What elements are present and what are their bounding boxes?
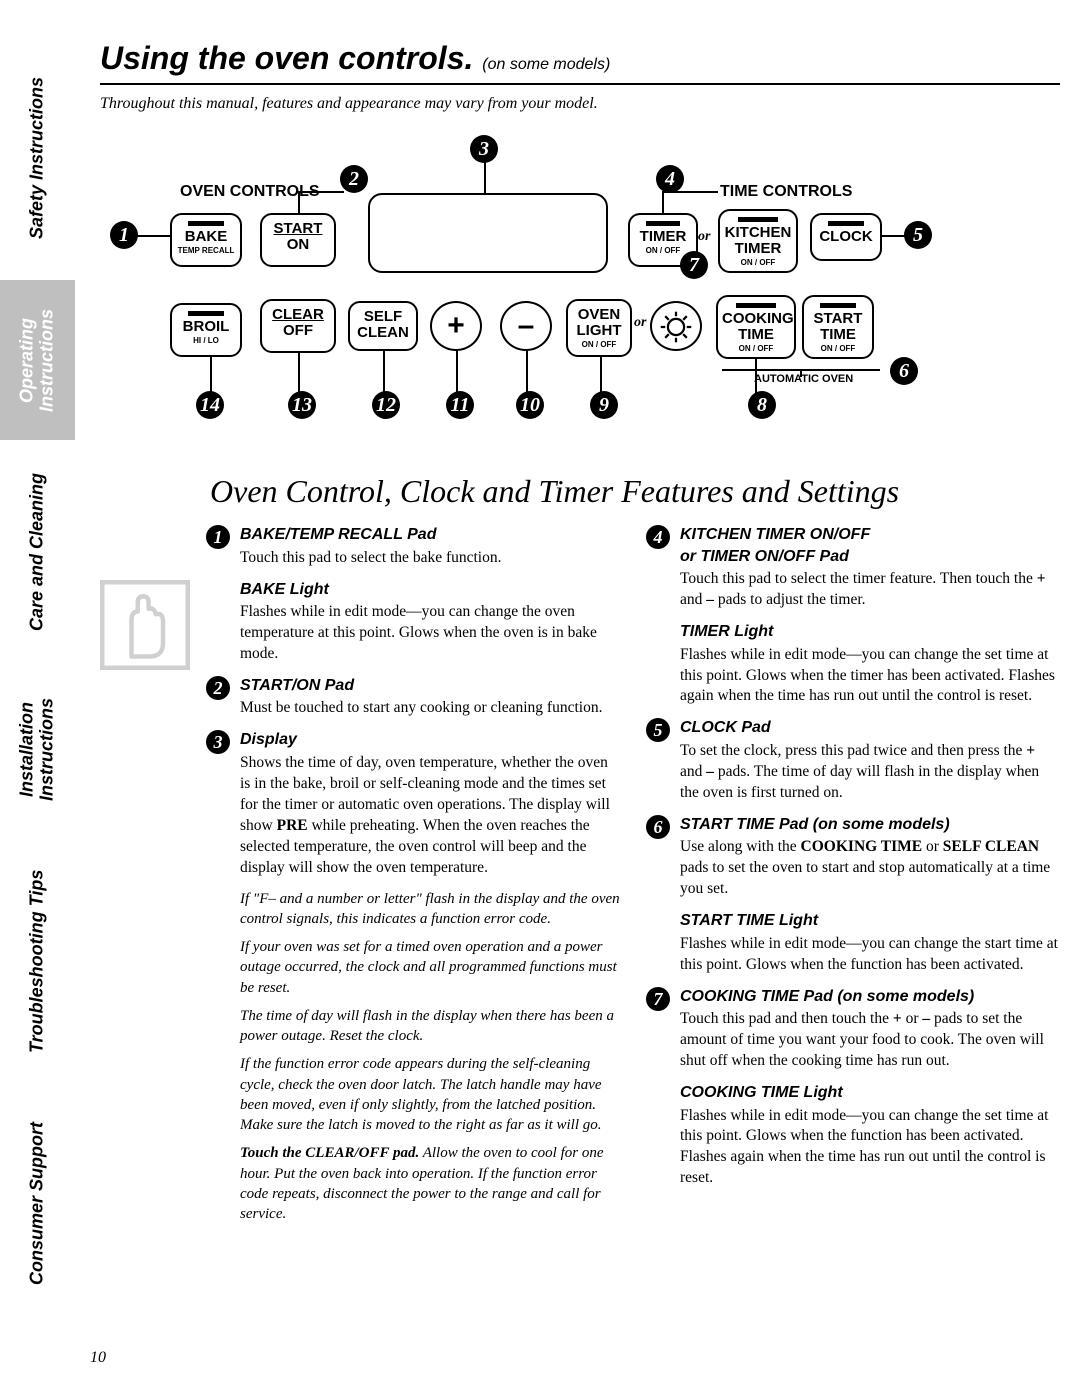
oven-light-button: OVENLIGHTON / OFF bbox=[566, 299, 632, 357]
time-controls-label: TIME CONTROLS bbox=[720, 183, 852, 201]
callout-4: 4 bbox=[656, 165, 684, 193]
sidebar-tabs: Safety InstructionsOperating Instruction… bbox=[0, 0, 75, 1397]
sidebar-tab: Consumer Support bbox=[0, 1088, 75, 1318]
callout-7: 7 bbox=[680, 251, 708, 279]
cooking-time-button: COOKINGTIMEON / OFF bbox=[716, 295, 796, 359]
feature-item: 3DisplayShows the time of day, oven temp… bbox=[210, 729, 620, 878]
feature-item: 6START TIME Pad (on some models)Use alon… bbox=[650, 814, 1060, 900]
display-screen bbox=[368, 193, 608, 273]
start-time-button: STARTTIMEON / OFF bbox=[802, 295, 874, 359]
callout-12: 12 bbox=[372, 391, 400, 419]
plus-button: + bbox=[430, 301, 482, 351]
sidebar-tab: Safety Instructions bbox=[0, 38, 75, 278]
callout-6: 6 bbox=[890, 357, 918, 385]
page-number: 10 bbox=[90, 1349, 106, 1367]
sidebar-tab: Care and Cleaning bbox=[0, 442, 75, 662]
callout-5: 5 bbox=[904, 221, 932, 249]
callout-8: 8 bbox=[748, 391, 776, 419]
start-on-button: STARTON bbox=[260, 213, 336, 267]
section-heading: Oven Control, Clock and Timer Features a… bbox=[210, 473, 1060, 510]
broil-button: BROILHI / LO bbox=[170, 303, 242, 357]
feature-item: BAKE LightFlashes while in edit mode—you… bbox=[210, 579, 620, 665]
sidebar-tab: Troubleshooting Tips bbox=[0, 836, 75, 1086]
note-text: If "F– and a number or letter" flash in … bbox=[210, 889, 620, 930]
self-clean-button: SELFCLEAN bbox=[348, 301, 418, 351]
callout-13: 13 bbox=[288, 391, 316, 419]
note-text: If your oven was set for a timed oven op… bbox=[210, 937, 620, 998]
kitchen-timer-button: KITCHENTIMERON / OFF bbox=[718, 209, 798, 273]
feature-item: 2START/ON PadMust be touched to start an… bbox=[210, 675, 620, 720]
feature-item: COOKING TIME LightFlashes while in edit … bbox=[650, 1082, 1060, 1189]
feature-item: 7COOKING TIME Pad (on some models)Touch … bbox=[650, 986, 1060, 1072]
feature-item: 1BAKE/TEMP RECALL PadTouch this pad to s… bbox=[210, 524, 620, 569]
page-title: Using the oven controls. (on some models… bbox=[100, 40, 1060, 85]
feature-item: 5CLOCK PadTo set the clock, press this p… bbox=[650, 717, 1060, 803]
or-label-1: or bbox=[698, 229, 710, 245]
bake-button: BAKETEMP RECALL bbox=[170, 213, 242, 267]
feature-item: 4KITCHEN TIMER ON/OFFor TIMER ON/OFF Pad… bbox=[650, 524, 1060, 611]
clear-off-button: CLEAROFF bbox=[260, 299, 336, 353]
clock-button: CLOCK bbox=[810, 213, 882, 261]
hand-icon bbox=[100, 580, 190, 670]
callout-11: 11 bbox=[446, 391, 474, 419]
callout-2: 2 bbox=[340, 165, 368, 193]
note-text: Touch the CLEAR/OFF pad. Allow the oven … bbox=[210, 1143, 620, 1224]
or-label-2: or bbox=[634, 315, 646, 331]
light-icon-button bbox=[650, 301, 702, 351]
note-text: The time of day will flash in the displa… bbox=[210, 1006, 620, 1047]
title-sub: (on some models) bbox=[482, 56, 610, 73]
title-main: Using the oven controls. bbox=[100, 40, 473, 76]
callout-10: 10 bbox=[516, 391, 544, 419]
automatic-oven-label: AUTOMATIC OVEN bbox=[754, 373, 853, 385]
callout-9: 9 bbox=[590, 391, 618, 419]
note-text: If the function error code appears durin… bbox=[210, 1054, 620, 1135]
callout-14: 14 bbox=[196, 391, 224, 419]
control-diagram: OVEN CONTROLS TIME CONTROLS AUTOMATIC OV… bbox=[100, 133, 1030, 453]
left-column: 1BAKE/TEMP RECALL PadTouch this pad to s… bbox=[210, 524, 620, 1232]
callout-1: 1 bbox=[110, 221, 138, 249]
feature-item: START TIME LightFlashes while in edit mo… bbox=[650, 910, 1060, 975]
minus-button: – bbox=[500, 301, 552, 351]
callout-3: 3 bbox=[470, 135, 498, 163]
right-column: 4KITCHEN TIMER ON/OFFor TIMER ON/OFF Pad… bbox=[650, 524, 1060, 1232]
sidebar-tab: Operating Instructions bbox=[0, 280, 75, 440]
feature-item: TIMER LightFlashes while in edit mode—yo… bbox=[650, 621, 1060, 707]
sidebar-tab: Installation Instructions bbox=[0, 664, 75, 834]
intro-text: Throughout this manual, features and app… bbox=[100, 95, 1060, 113]
